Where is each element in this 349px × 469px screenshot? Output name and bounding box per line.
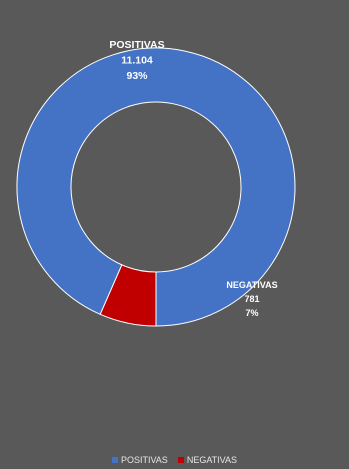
label-positivas-percent: 93% xyxy=(126,70,148,82)
label-negativas-category: NEGATIVAS xyxy=(226,280,277,290)
legend-label-positivas: POSITIVAS xyxy=(120,455,168,465)
legend-item-positivas: POSITIVAS xyxy=(111,455,168,465)
slice-negativas xyxy=(99,264,157,327)
slice-positivas xyxy=(16,47,296,327)
legend-label-negativas: NEGATIVAS xyxy=(186,455,238,465)
label-negativas-value: 781 xyxy=(244,294,259,304)
label-positivas-category: POSITIVAS xyxy=(109,39,164,51)
legend-item-negativas: NEGATIVAS xyxy=(177,455,238,465)
legend-swatch-negativas xyxy=(177,457,184,463)
label-negativas-percent: 7% xyxy=(245,308,258,318)
legend-swatch-positivas xyxy=(111,457,118,463)
chart-legend: POSITIVAS NEGATIVAS xyxy=(0,455,349,465)
label-positivas-value: 11.104 xyxy=(121,55,153,67)
